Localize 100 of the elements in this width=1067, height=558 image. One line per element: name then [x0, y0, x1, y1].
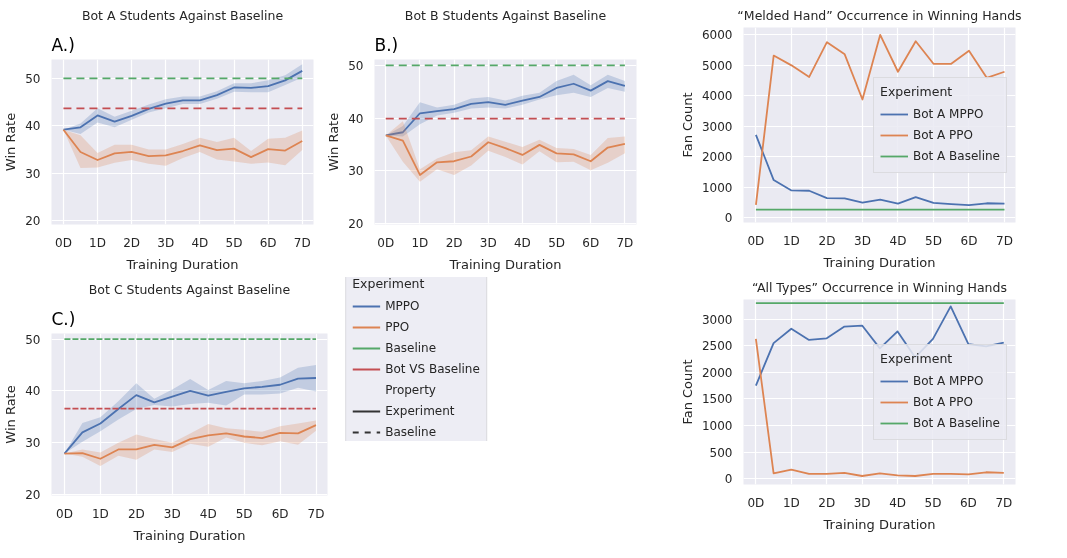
y-tick-label: 3000: [701, 119, 733, 134]
chart-title: Bot A Students Against Baseline: [81, 7, 284, 23]
y-axis-title: Fan Count: [679, 92, 695, 158]
x-tick-label: 3D: [157, 235, 175, 250]
x-tick-label: 2D: [818, 233, 836, 248]
chart-subtitle: A.): [51, 34, 75, 55]
x-tick-label: 0D: [377, 235, 395, 250]
x-tick-label: 4D: [889, 233, 907, 248]
x-tick-label: 7D: [616, 235, 634, 250]
x-tick-label: 7D: [995, 495, 1013, 510]
line-series: [755, 33, 1006, 206]
x-tick-label: 0D: [747, 495, 765, 510]
x-tick-label: 3D: [854, 233, 871, 248]
line-series: [384, 134, 626, 176]
line-series: [63, 377, 317, 455]
chart-title: “Melded Hand” Occurrence in Winning Hands: [737, 7, 1022, 23]
x-axis-title: Training Duration: [822, 254, 936, 270]
x-tick-label: 6D: [271, 506, 289, 521]
chart-title: Bot B Students Against Baseline: [404, 7, 607, 23]
x-tick-label: 6D: [259, 235, 277, 250]
x-tick-label: 7D: [307, 506, 325, 521]
x-tick-label: 3D: [479, 235, 497, 250]
y-tick-label: 40: [25, 384, 41, 399]
x-tick-label: 2D: [127, 506, 145, 521]
y-tick-label: 1000: [701, 418, 733, 433]
y-tick-label: 20: [25, 487, 41, 502]
text: Experiment: [385, 403, 455, 418]
y-tick-label: 40: [25, 119, 41, 134]
y-tick-label: 0: [724, 472, 733, 487]
legend-title: Experiment: [880, 83, 954, 99]
legend-label: Baseline: [385, 340, 437, 355]
text: Property: [385, 382, 436, 397]
x-tick-label: 4D: [191, 235, 209, 250]
x-axis-title: Training Duration: [448, 256, 562, 272]
y-tick-label: 50: [348, 58, 364, 73]
legend-label: Bot A Baseline: [913, 148, 1000, 163]
x-tick-label: 5D: [925, 233, 942, 248]
y-tick-label: 2000: [701, 150, 733, 165]
chart-subtitle: C.): [51, 308, 76, 329]
y-axis-title: Fan Count: [679, 359, 695, 425]
y-tick-label: 20: [25, 214, 41, 229]
y-tick-label: 2000: [701, 365, 733, 380]
legend-label: Bot A MPPO: [913, 373, 984, 388]
x-tick-label: 4D: [199, 506, 217, 521]
y-tick-label: 1500: [701, 392, 733, 407]
x-tick-label: 2D: [818, 495, 836, 510]
chart-subtitle: B.): [374, 34, 399, 55]
chart-title: “All Types” Occurrence in Winning Hands: [752, 279, 1007, 295]
y-axis-title: Win Rate: [3, 112, 19, 172]
x-tick-label: 6D: [960, 233, 978, 248]
y-tick-label: 1000: [701, 180, 733, 195]
x-tick-label: 5D: [924, 495, 942, 510]
y-tick-label: 30: [348, 164, 364, 179]
legend-label: MPPO: [385, 298, 420, 313]
legend-label: Bot A PPO: [913, 394, 974, 409]
y-tick-label: 0: [724, 211, 733, 226]
x-axis-title: Training Duration: [132, 527, 246, 543]
x-tick-label: 4D: [889, 495, 906, 510]
legend-label: PPO: [385, 319, 410, 334]
legend-label: Bot VS Baseline: [385, 361, 480, 376]
y-tick-label: 30: [25, 436, 41, 451]
legend-title: Experiment: [880, 350, 954, 366]
y-tick-label: 5000: [701, 58, 733, 73]
x-tick-label: 1D: [782, 495, 800, 510]
y-tick-label: 20: [348, 216, 364, 231]
y-tick-label: 500: [709, 445, 733, 460]
y-axis-title: Win Rate: [326, 112, 342, 172]
y-tick-label: 2500: [701, 339, 733, 354]
x-axis-title: Training Duration: [822, 516, 936, 532]
line-series: [63, 424, 317, 460]
x-tick-label: 1D: [783, 233, 800, 248]
legend-label: Bot A MPPO: [913, 106, 984, 121]
y-tick-label: 6000: [701, 28, 733, 43]
y-tick-label: 50: [25, 332, 41, 347]
x-tick-label: 1D: [411, 235, 429, 250]
x-tick-label: 2D: [123, 235, 141, 250]
y-tick-label: 4000: [701, 89, 733, 104]
x-axis-title: Training Duration: [125, 256, 239, 272]
x-tick-label: 0D: [55, 235, 72, 250]
legend-label: Bot A Baseline: [913, 415, 1000, 430]
y-tick-label: 40: [348, 111, 364, 126]
y-axis-title: Win Rate: [3, 385, 19, 444]
x-tick-label: 0D: [747, 233, 765, 248]
chart-title: Bot C Students Against Baseline: [88, 281, 291, 297]
x-tick-label: 2D: [445, 235, 463, 250]
y-tick-label: 30: [25, 166, 41, 181]
x-tick-label: 5D: [225, 235, 243, 250]
legend-label: Bot A PPO: [913, 127, 974, 142]
x-tick-label: 7D: [996, 233, 1013, 248]
x-tick-label: 3D: [163, 506, 181, 521]
y-tick-label: 50: [25, 71, 41, 86]
x-tick-label: 3D: [853, 495, 871, 510]
x-tick-label: 1D: [89, 235, 106, 250]
line-series: [755, 337, 1005, 477]
legend-title: Experiment: [352, 275, 426, 291]
x-tick-label: 5D: [235, 506, 253, 521]
x-tick-label: 1D: [91, 506, 109, 521]
x-tick-label: 7D: [293, 235, 311, 250]
x-tick-label: 0D: [56, 506, 73, 521]
x-tick-label: 6D: [582, 235, 600, 250]
